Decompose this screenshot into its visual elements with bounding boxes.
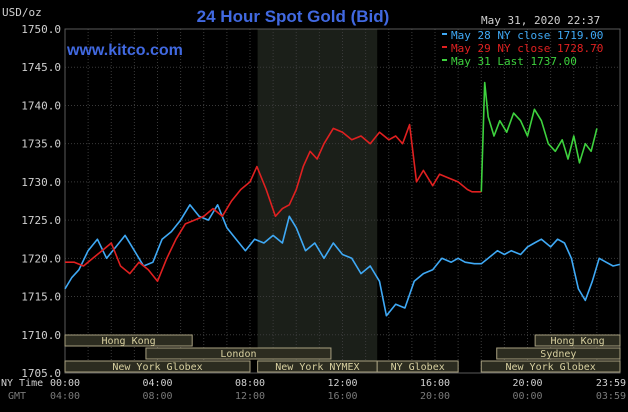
session-box	[376, 360, 459, 373]
y-tick-label: 1735.0	[21, 138, 61, 151]
legend-swatch	[442, 46, 447, 48]
legend-entry: May 31 Last 1737.00	[451, 55, 577, 68]
y-tick-label: 1705.0	[21, 367, 61, 380]
x-tick-label-ny: 08:00	[235, 378, 265, 389]
session-label: New York NYMEX	[275, 362, 359, 373]
nymex-shaded-region	[257, 29, 378, 373]
legend-entry: May 28 NY close 1719.00	[451, 29, 603, 42]
ny-time-label: NY Time	[1, 378, 43, 389]
session-box	[534, 334, 621, 347]
legend-swatch	[442, 59, 447, 61]
x-tick-label-ny: 16:00	[420, 378, 450, 389]
x-tick-label-gmt: 20:00	[420, 391, 450, 402]
session-label: Hong Kong	[102, 336, 156, 347]
session-label: Sydney	[540, 349, 576, 360]
session-label: NY Globex	[391, 362, 445, 373]
website-label: www.kitco.com	[66, 42, 183, 59]
y-tick-label: 1730.0	[21, 176, 61, 189]
session-label: New York Globex	[112, 362, 202, 373]
y-tick-label: 1740.0	[21, 99, 61, 112]
x-axis-ticks: 00:00 04:00 04:00 08:00 08:00 12:00 12:00 16:00…	[50, 378, 626, 402]
market-sessions: Hong Kong London New York Globex New York N…	[64, 334, 621, 373]
y-tick-label: 1745.0	[21, 61, 61, 74]
timestamp: May 31, 2020 22:37	[481, 14, 600, 27]
series-line	[64, 204, 620, 317]
session-box	[64, 334, 193, 347]
price-series	[64, 81, 620, 317]
grid-lines	[64, 28, 621, 374]
series-line	[65, 123, 482, 283]
x-tick-label-gmt: 16:00	[327, 391, 357, 402]
gmt-label: GMT	[8, 391, 26, 402]
y-axis-unit-label: USD/oz	[2, 6, 42, 19]
y-axis-ticks: 1750.0 1745.0 1740.0 1735.0 1730.0 1725.0 1720…	[21, 23, 61, 380]
y-tick-label: 1720.0	[21, 252, 61, 265]
session-box	[145, 347, 332, 360]
y-tick-label: 1725.0	[21, 214, 61, 227]
y-tick-label: 1710.0	[21, 329, 61, 342]
x-tick-label-ny: 23:59	[596, 378, 626, 389]
x-tick-label-gmt: 00:00	[512, 391, 542, 402]
x-tick-label-gmt: 04:00	[50, 391, 80, 402]
y-tick-label: 1715.0	[21, 291, 61, 304]
x-tick-label-gmt: 08:00	[142, 391, 172, 402]
legend-entry: May 29 NY close 1728.70	[451, 42, 603, 55]
session-box	[480, 360, 621, 373]
session-label: New York Globex	[505, 362, 595, 373]
session-label: Hong Kong	[550, 336, 604, 347]
plot-frame	[64, 28, 621, 374]
x-tick-label-gmt: 12:00	[235, 391, 265, 402]
x-tick-label-gmt: 03:59	[596, 391, 626, 402]
x-tick-label-ny: 00:00	[50, 378, 80, 389]
x-tick-label-ny: 20:00	[512, 378, 542, 389]
x-tick-label-ny: 12:00	[327, 378, 357, 389]
session-box	[64, 360, 251, 373]
chart-title: 24 Hour Spot Gold (Bid)	[197, 7, 390, 26]
y-tick-label: 1750.0	[21, 23, 61, 36]
series-line	[480, 81, 598, 192]
x-tick-label-ny: 04:00	[142, 378, 172, 389]
session-box	[496, 347, 621, 360]
legend-swatch	[442, 33, 447, 35]
session-label: London	[220, 349, 256, 360]
